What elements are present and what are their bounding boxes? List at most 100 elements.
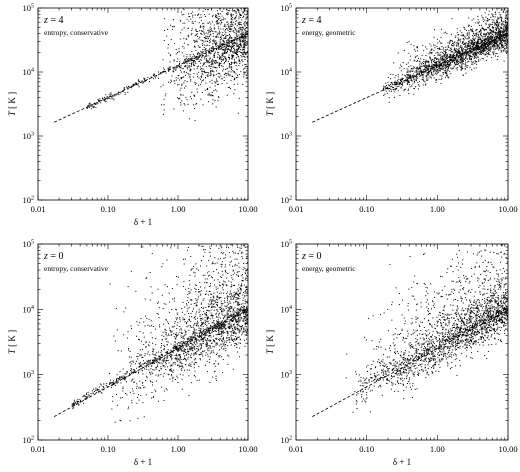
data-point <box>393 89 394 90</box>
data-point <box>187 321 188 322</box>
data-point <box>398 90 399 91</box>
data-point <box>224 50 225 51</box>
data-point <box>224 42 225 43</box>
data-point <box>472 20 473 21</box>
data-point <box>172 75 173 76</box>
data-point <box>203 337 204 338</box>
data-point <box>408 80 409 81</box>
data-point <box>205 72 206 73</box>
data-point <box>161 335 162 336</box>
data-point <box>391 91 392 92</box>
data-point <box>498 40 499 41</box>
data-point <box>433 45 434 46</box>
data-point <box>230 290 231 291</box>
data-point <box>505 18 506 19</box>
data-point <box>502 45 503 46</box>
data-point <box>223 41 224 42</box>
data-point <box>168 82 169 83</box>
data-point <box>216 60 217 61</box>
data-point <box>186 56 187 57</box>
data-point <box>458 50 459 51</box>
data-point <box>220 39 221 40</box>
data-point <box>471 58 472 59</box>
data-point <box>227 73 228 74</box>
data-point <box>168 349 169 350</box>
data-point <box>209 81 210 82</box>
data-point <box>223 293 224 294</box>
data-point <box>505 40 506 41</box>
data-point <box>180 356 181 357</box>
data-point <box>495 24 496 25</box>
data-point <box>506 45 507 46</box>
data-point <box>173 348 174 349</box>
data-point <box>184 43 185 44</box>
data-point <box>220 32 221 33</box>
data-point <box>407 68 408 69</box>
data-point <box>243 34 244 35</box>
data-point <box>465 65 466 66</box>
data-point <box>408 89 409 90</box>
data-point <box>240 39 241 40</box>
data-point <box>495 16 496 17</box>
data-point <box>430 70 431 71</box>
data-point <box>456 60 457 61</box>
data-point <box>246 31 247 32</box>
data-point <box>167 351 168 352</box>
data-point <box>193 73 194 74</box>
data-point <box>239 60 240 61</box>
data-point <box>228 296 229 297</box>
data-point <box>235 28 236 29</box>
data-point <box>479 37 480 38</box>
data-point <box>188 16 189 17</box>
data-point <box>471 26 472 27</box>
data-point <box>234 18 235 19</box>
data-point <box>220 28 221 29</box>
data-point <box>506 46 507 47</box>
data-point <box>214 323 215 324</box>
data-point <box>213 39 214 40</box>
data-point <box>200 66 201 67</box>
data-point <box>425 71 426 72</box>
data-point <box>493 47 494 48</box>
data-point <box>443 64 444 65</box>
data-point <box>191 33 192 34</box>
data-point <box>182 52 183 53</box>
data-point <box>485 23 486 24</box>
data-point <box>474 68 475 69</box>
data-point <box>389 88 390 89</box>
data-point <box>226 47 227 48</box>
data-point <box>171 39 172 40</box>
data-point <box>405 89 406 90</box>
data-point <box>467 49 468 50</box>
data-point <box>217 292 218 293</box>
data-point <box>472 56 473 57</box>
data-point <box>191 66 192 67</box>
data-point <box>215 31 216 32</box>
data-point <box>187 67 188 68</box>
data-point <box>210 248 211 249</box>
y-axis-label: T [ K ] <box>7 92 17 116</box>
data-point <box>504 24 505 25</box>
data-point <box>473 45 474 46</box>
data-point <box>163 67 164 68</box>
data-point <box>241 256 242 257</box>
data-point <box>411 70 412 71</box>
data-point <box>483 19 484 20</box>
data-point <box>486 20 487 21</box>
data-point <box>473 43 474 44</box>
data-point <box>187 59 188 60</box>
data-point <box>213 55 214 56</box>
data-point <box>105 101 106 102</box>
data-point <box>483 29 484 30</box>
data-point <box>231 38 232 39</box>
data-point <box>192 16 193 17</box>
data-point <box>131 87 132 88</box>
data-point <box>165 93 166 94</box>
data-point <box>218 49 219 50</box>
data-point <box>236 299 237 300</box>
data-point <box>435 79 436 80</box>
data-point <box>430 76 431 77</box>
data-point <box>487 48 488 49</box>
data-point <box>499 22 500 23</box>
data-point <box>237 49 238 50</box>
